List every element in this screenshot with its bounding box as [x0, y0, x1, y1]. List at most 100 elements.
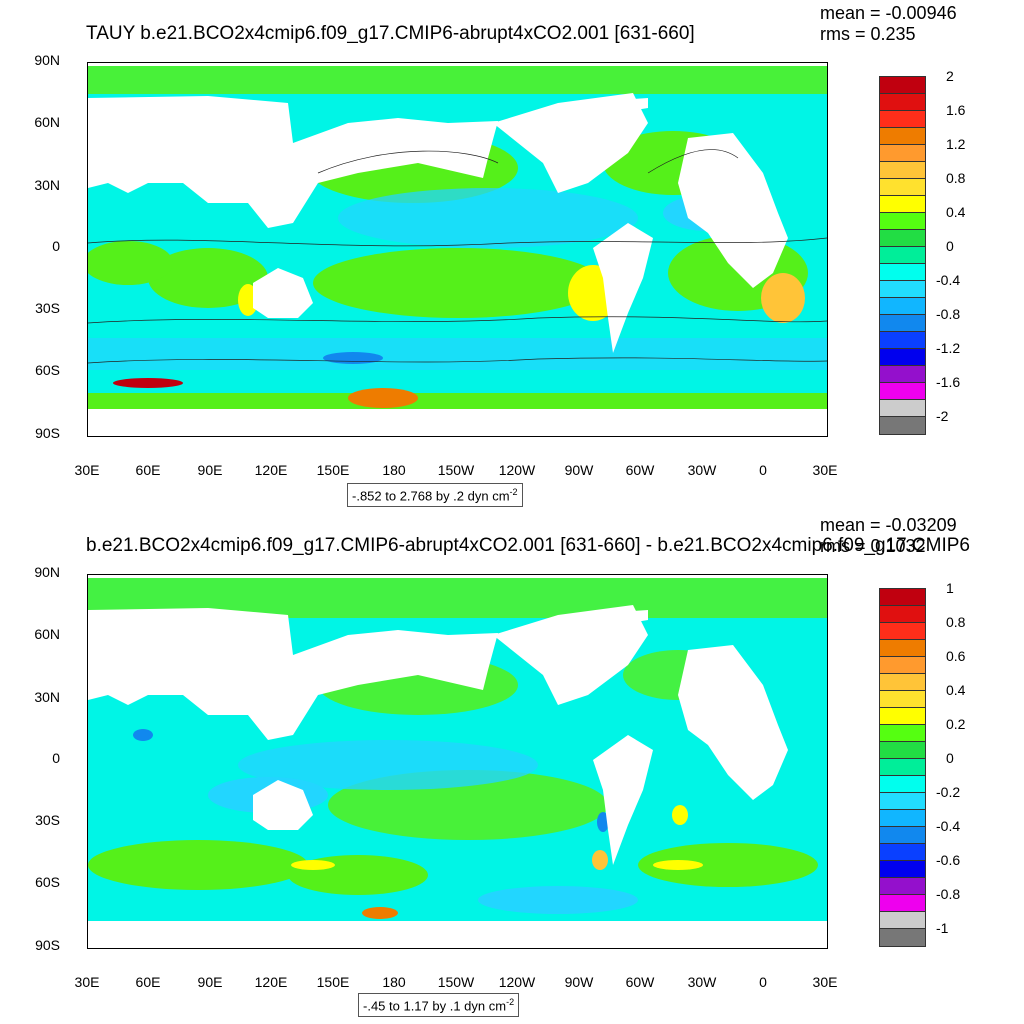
lon-label: 60E	[135, 462, 161, 478]
lon-label: 60W	[625, 462, 655, 478]
colorbar-label: -0.8	[936, 306, 961, 322]
australia-landmass	[253, 268, 313, 318]
colorbar-swatch	[880, 793, 925, 810]
colorbar-swatch	[880, 111, 925, 128]
colorbar-swatch	[880, 281, 925, 298]
lon-label: 30E	[812, 974, 838, 990]
colorbar-label: 1	[946, 580, 954, 596]
eurasia-landmass	[88, 608, 498, 740]
colorbar-label: 1.6	[946, 102, 966, 118]
colorbar-swatch	[880, 623, 925, 640]
ross-sea-maximum	[348, 388, 418, 408]
colorbar-label: -0.8	[936, 886, 961, 902]
top-mean-stat: mean = -0.00946	[820, 3, 957, 23]
colorbar-label: -1.6	[936, 374, 961, 390]
southern-ocean-negative	[478, 886, 638, 914]
top-panel-title: TAUY b.e21.BCO2x4cmip6.f09_g17.CMIP6-abr…	[86, 23, 695, 44]
lon-label: 120E	[254, 974, 288, 990]
colorbar-label: 0.4	[946, 682, 966, 698]
south-indian-positive	[148, 248, 268, 308]
colorbar-swatch	[880, 640, 925, 657]
africa-landmass	[678, 133, 788, 288]
lon-label: 90W	[564, 974, 594, 990]
antarctica-landmass	[88, 921, 827, 948]
lon-label: 60E	[135, 974, 161, 990]
antarctic-coastal-maximum	[113, 378, 183, 388]
colorbar-swatch	[880, 94, 925, 111]
tropical-negative	[238, 740, 538, 790]
benguela-maximum	[761, 273, 805, 323]
ross-sea-maximum	[362, 907, 398, 919]
colorbar-swatch	[880, 725, 925, 742]
colorbar-label: -0.4	[936, 272, 961, 288]
lon-label: 150E	[316, 974, 350, 990]
colorbar-label: 2	[946, 68, 954, 84]
brazil-maximum	[672, 805, 688, 825]
patagonia-maximum	[592, 850, 608, 870]
lat-label-90s: 90S	[35, 425, 60, 441]
top-map-panel: TAUY b.e21.BCO2x4cmip6.f09_g17.CMIP6-abr…	[34, 3, 966, 508]
lon-label: 120E	[254, 462, 288, 478]
top-range-caption: -.852 to 2.768 by .2 dyn cm-2	[347, 483, 523, 508]
colorbar-swatch	[880, 162, 925, 179]
colorbar-swatch	[880, 332, 925, 349]
colorbar-swatch	[880, 366, 925, 383]
colorbar-swatch	[880, 742, 925, 759]
colorbar-label: 0.4	[946, 204, 966, 220]
bottom-mean-stat: mean = -0.03209	[820, 515, 957, 535]
colorbar-label: -0.2	[936, 784, 961, 800]
lat-label-30n: 30N	[34, 177, 60, 193]
colorbar-label: 0.8	[946, 170, 966, 186]
south-atlantic-positive	[638, 843, 818, 887]
bottom-map-panel: b.e21.BCO2x4cmip6.f09_g17.CMIP6-abrupt4x…	[0, 512, 1024, 1024]
colorbar-swatch	[880, 128, 925, 145]
colorbar-swatch	[880, 895, 925, 912]
colorbar-swatch	[880, 759, 925, 776]
antarctic-coastal-positive	[88, 393, 827, 409]
colorbar-swatch	[880, 196, 925, 213]
colorbar-label: 0.2	[946, 716, 966, 732]
colorbar-label: -0.4	[936, 818, 961, 834]
colorbar-label: 0.6	[946, 648, 966, 664]
south-pacific-positive	[313, 248, 603, 318]
arctic-positive	[88, 66, 827, 94]
top-rms-stat: rms = 0.235	[820, 24, 916, 44]
colorbar-swatch	[880, 810, 925, 827]
southern-ocean-negative	[88, 338, 827, 370]
chile-minimum	[597, 812, 609, 832]
lat-label-30n: 30N	[34, 689, 60, 705]
bottom-panel-title: b.e21.BCO2x4cmip6.f09_g17.CMIP6-abrupt4x…	[86, 535, 971, 556]
lat-label-60n: 60N	[34, 626, 60, 642]
colorbar-swatch	[880, 230, 925, 247]
lon-label: 90E	[197, 974, 223, 990]
lon-label: 150E	[316, 462, 350, 478]
top-map	[87, 62, 828, 437]
bottom-range-exponent: -2	[506, 997, 515, 1007]
north-america-landmass	[493, 605, 648, 705]
positive-maximum	[291, 860, 335, 870]
lat-label-60s: 60S	[35, 362, 60, 378]
top-range-exponent: -2	[509, 487, 518, 497]
bottom-map-canvas	[88, 575, 827, 948]
lon-label: 60W	[625, 974, 655, 990]
lon-label: 150W	[437, 974, 475, 990]
australia-landmass	[253, 780, 313, 830]
colorbar-label: -1.2	[936, 340, 961, 356]
lon-label: 30W	[687, 974, 717, 990]
lon-label: 90E	[197, 462, 223, 478]
antarctica-landmass	[88, 409, 827, 436]
colorbar-swatch	[880, 589, 925, 606]
lon-label: 30E	[74, 462, 100, 478]
lon-label: 150W	[437, 462, 475, 478]
colorbar-swatch	[880, 400, 925, 417]
africa-landmass	[678, 645, 788, 800]
lat-label-90s: 90S	[35, 937, 60, 953]
colorbar-swatch	[880, 827, 925, 844]
colorbar-swatch	[880, 264, 925, 281]
colorbar-swatch	[880, 708, 925, 725]
lon-label: 120W	[498, 974, 536, 990]
lon-label: 30E	[812, 462, 838, 478]
colorbar-swatch	[880, 606, 925, 623]
lat-label-90n: 90N	[34, 564, 60, 580]
bottom-colorbar	[879, 588, 926, 947]
